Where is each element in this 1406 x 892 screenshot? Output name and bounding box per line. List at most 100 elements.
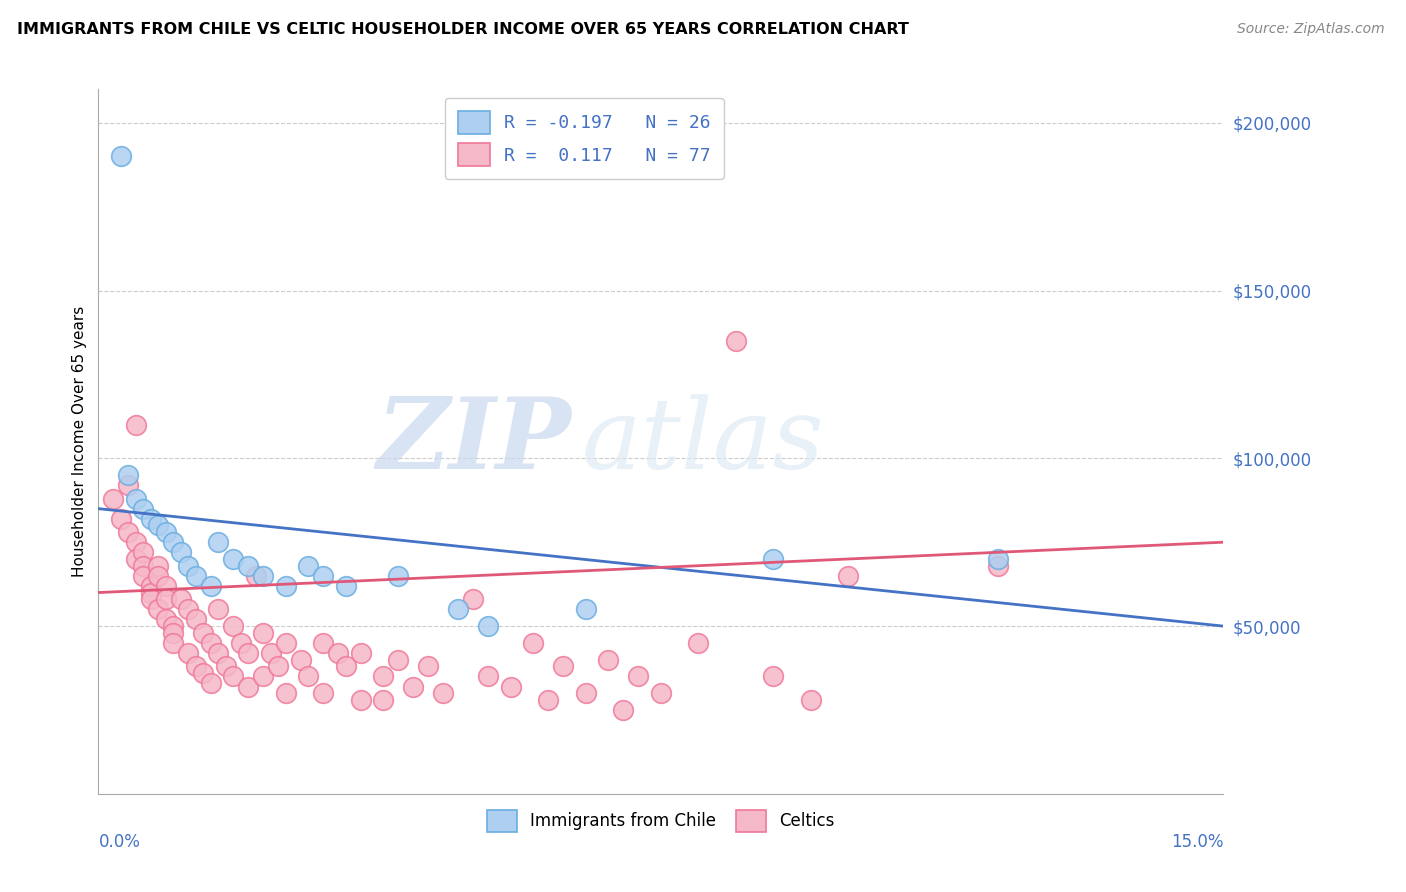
Point [215,659,238,673]
Point [335,579,357,593]
Point [762,552,785,566]
Point [117,468,139,483]
Point [148,568,170,582]
Point [290,653,312,667]
Point [132,568,155,582]
Point [170,592,193,607]
Point [148,518,170,533]
Point [110,512,132,526]
Point [418,659,440,673]
Point [312,636,335,650]
Point [312,686,335,700]
Point [170,545,193,559]
Point [297,558,319,573]
Point [117,478,139,492]
Point [260,646,283,660]
Point [274,636,297,650]
Point [499,680,522,694]
Point [274,686,297,700]
Point [200,636,222,650]
Point [193,666,215,681]
Point [274,579,297,593]
Point [350,693,373,707]
Text: 0.0%: 0.0% [98,832,141,851]
Point [245,568,267,582]
Point [432,686,454,700]
Point [252,669,274,683]
Point [477,619,499,633]
Point [312,568,335,582]
Point [373,669,395,683]
Point [148,602,170,616]
Point [335,659,357,673]
Point [688,636,710,650]
Point [800,693,823,707]
Point [627,669,650,683]
Point [162,625,184,640]
Point [575,686,598,700]
Point [575,602,598,616]
Point [139,592,162,607]
Point [155,612,177,626]
Text: atlas: atlas [582,394,825,489]
Point [117,525,139,540]
Point [222,619,245,633]
Point [724,334,747,348]
Point [184,568,207,582]
Point [184,612,207,626]
Point [193,625,215,640]
Point [402,680,425,694]
Point [132,501,155,516]
Point [155,579,177,593]
Point [238,680,260,694]
Point [762,669,785,683]
Text: 15.0%: 15.0% [1171,832,1223,851]
Point [125,535,148,549]
Point [987,558,1010,573]
Point [132,558,155,573]
Point [155,592,177,607]
Point [222,552,245,566]
Point [139,585,162,599]
Point [184,659,207,673]
Point [110,149,132,163]
Point [373,693,395,707]
Point [553,659,575,673]
Point [125,417,148,432]
Point [148,558,170,573]
Point [103,491,125,506]
Point [328,646,350,660]
Legend: Immigrants from Chile, Celtics: Immigrants from Chile, Celtics [479,804,842,838]
Point [162,535,184,549]
Point [447,602,470,616]
Point [207,602,229,616]
Text: Source: ZipAtlas.com: Source: ZipAtlas.com [1237,22,1385,37]
Point [177,646,200,660]
Point [252,625,274,640]
Point [162,619,184,633]
Point [207,646,229,660]
Point [229,636,252,650]
Point [177,602,200,616]
Text: ZIP: ZIP [375,393,571,490]
Point [155,525,177,540]
Point [238,646,260,660]
Point [125,491,148,506]
Point [987,552,1010,566]
Y-axis label: Householder Income Over 65 years: Householder Income Over 65 years [72,306,87,577]
Point [238,558,260,573]
Point [598,653,620,667]
Point [252,568,274,582]
Point [207,535,229,549]
Point [177,558,200,573]
Point [200,579,222,593]
Point [522,636,544,650]
Point [222,669,245,683]
Point [387,568,409,582]
Point [463,592,485,607]
Point [267,659,290,673]
Point [162,636,184,650]
Point [297,669,319,683]
Point [350,646,373,660]
Point [139,579,162,593]
